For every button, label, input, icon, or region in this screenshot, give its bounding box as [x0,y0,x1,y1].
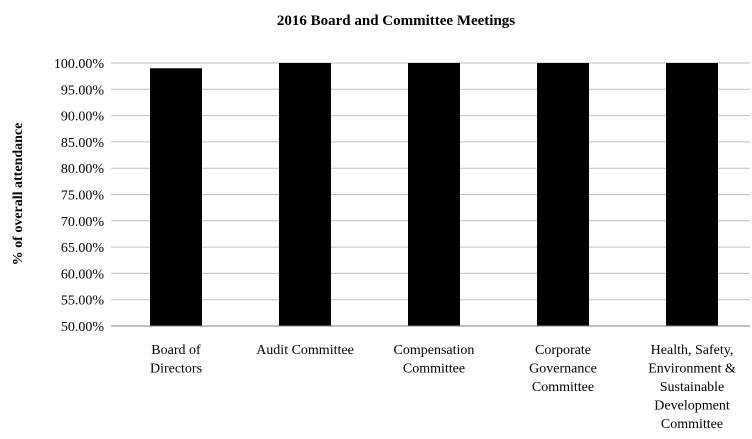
y-tick-label: 90.00% [61,110,105,125]
y-tick-label: 60.00% [61,267,105,282]
y-tick-label: 80.00% [61,162,105,177]
x-tick-label-line: Development [654,399,730,414]
x-tick-label: Health, Safety, Environment & Sustainable D… [648,343,736,432]
x-tick-label-line: Committee [661,417,723,432]
x-tick-label-line: Environment & [648,362,736,377]
bar [408,63,460,326]
x-tick-label-line: Sustainable [660,380,725,395]
x-tick-label-line: Governance [529,362,597,377]
bar [150,68,202,326]
bar [537,63,589,326]
x-tick-labels: Board of Directors Audit Committee Compensa… [150,343,736,432]
y-axis-label: % of overall attendance [11,123,26,266]
y-tick-label: 85.00% [61,136,105,151]
y-tick-label: 50.00% [61,320,105,335]
x-tick-label-line: Audit Committee [256,343,354,358]
y-tick-label: 75.00% [61,189,105,204]
y-tick-label: 100.00% [54,57,105,72]
x-tick-label-line: Health, Safety, [651,343,734,358]
y-tick-label: 95.00% [61,83,105,98]
x-tick-label-line: Committee [403,362,465,377]
x-tick-label: Board of Directors [150,343,202,377]
bar [279,63,331,326]
x-tick-label-line: Committee [532,380,594,395]
y-tick-label: 65.00% [61,241,105,256]
bars [150,63,718,326]
x-tick-label-line: Corporate [535,343,591,358]
chart-title: 2016 Board and Committee Meetings [277,13,515,29]
y-tick-label: 55.00% [61,294,105,309]
x-tick-label: Compensation Committee [394,343,475,377]
x-tick-label-line: Board of [151,343,201,358]
y-tick-label: 70.00% [61,215,105,230]
y-tick-labels: 100.00% 95.00% 90.00% 85.00% 80.00% 75.00% 70.… [54,57,105,335]
x-tick-label-line: Compensation [394,343,475,358]
x-tick-label-line: Directors [150,362,202,377]
x-tick-label: Corporate Governance Committee [529,343,597,395]
bar [666,63,718,326]
x-tick-label: Audit Committee [256,343,354,358]
